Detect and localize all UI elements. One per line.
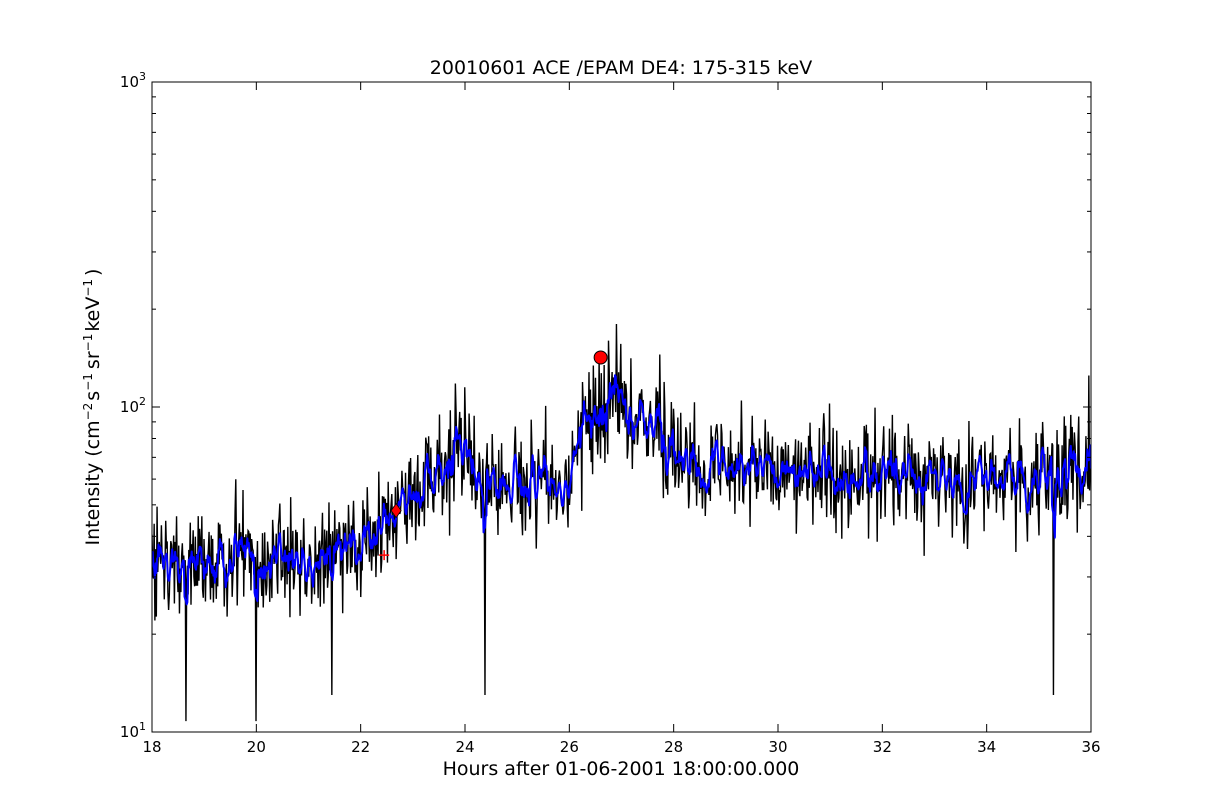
x-tick-label: 30 <box>768 738 787 756</box>
y-label-suffix: ) <box>82 269 104 276</box>
y-tick-exp: 3 <box>139 70 146 83</box>
x-tick-label: 18 <box>142 738 161 756</box>
x-axis-label: Hours after 01-06-2001 18:00:00.000 <box>443 758 800 780</box>
x-tick-label: 32 <box>873 738 892 756</box>
series-smoothed-line <box>152 374 1091 606</box>
y-tick-base: 10 <box>120 398 139 416</box>
x-tick-label: 20 <box>247 738 266 756</box>
y-tick-label: 103 <box>120 70 146 91</box>
y-tick-label: 102 <box>120 395 146 416</box>
x-tick-label: 26 <box>560 738 579 756</box>
event-marker-plus <box>379 550 390 561</box>
x-tick-label: 34 <box>977 738 996 756</box>
x-tick-label: 28 <box>664 738 683 756</box>
y-tick-base: 10 <box>120 723 139 741</box>
marker-layer <box>379 350 608 561</box>
x-tick-label: 36 <box>1081 738 1100 756</box>
y-label-exp-cm: −2 <box>81 403 95 421</box>
y-label-kev: keV <box>82 297 104 332</box>
y-axis-label: Intensity (cm−2s−1sr−1keV−1) <box>81 269 104 546</box>
y-label-exp-s: −1 <box>81 373 95 391</box>
y-tick-base: 10 <box>120 73 139 91</box>
x-tick-label: 22 <box>351 738 370 756</box>
y-label-exp-kev: −1 <box>81 279 95 297</box>
series-layer <box>152 324 1091 722</box>
x-tick-label: 24 <box>455 738 474 756</box>
chart-title: 20010601 ACE /EPAM DE4: 175-315 keV <box>430 57 812 79</box>
y-label-s: s <box>82 391 104 401</box>
y-label-prefix: Intensity (cm <box>82 420 104 545</box>
x-axis: 18 20 22 24 26 28 30 32 34 36 <box>142 82 1101 756</box>
y-tick-exp: 1 <box>139 720 146 733</box>
y-label-exp-sr: −1 <box>81 334 95 352</box>
y-tick-label: 101 <box>120 720 146 741</box>
y-tick-exp: 2 <box>139 395 146 408</box>
y-label-sr: sr <box>82 351 104 369</box>
event-marker-circle <box>593 350 608 365</box>
event-marker-diamond <box>390 502 402 519</box>
